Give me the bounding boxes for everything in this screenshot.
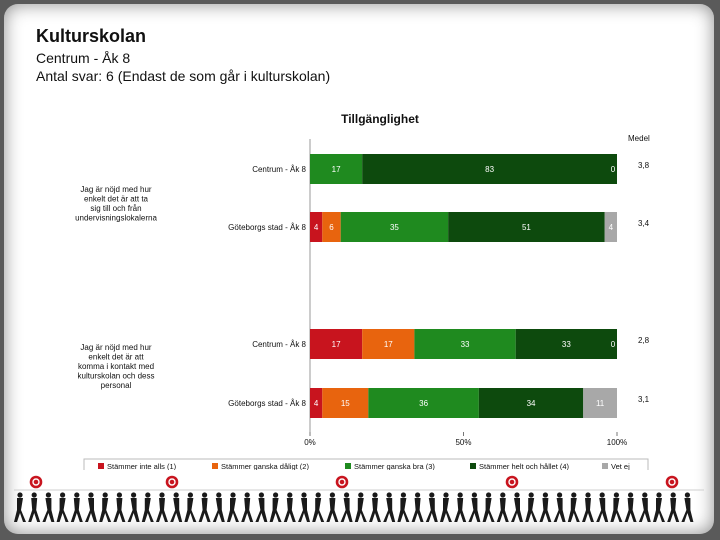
data-label: 4	[609, 223, 614, 232]
response-count: Antal svar: 6 (Endast de som går i kultu…	[36, 68, 331, 84]
data-label: 34	[527, 399, 536, 408]
row-label: Centrum - Åk 8	[252, 165, 306, 174]
page-subtitle: Centrum - Åk 8	[36, 50, 131, 66]
bar-segment	[322, 212, 341, 242]
data-label: 33	[562, 340, 571, 349]
stacked-bar-chart: Tillgänglighet Medel Jag är nöjd med hur…	[75, 112, 650, 470]
row-label: Göteborgs stad - Åk 8	[228, 399, 306, 408]
question-label: Jag är nöjd med hur enkelt det är att ta s…	[75, 185, 157, 223]
legend-swatch	[212, 463, 218, 469]
data-label: 83	[485, 165, 494, 174]
bar-segment	[340, 212, 449, 242]
x-tick-label: 50%	[455, 438, 471, 447]
legend-label: Stämmer helt och hållet (4)	[479, 462, 570, 470]
medel-header: Medel	[628, 134, 650, 143]
data-label: 0	[611, 340, 616, 349]
page-title: Kulturskolan	[36, 26, 147, 46]
bar-segment	[310, 388, 323, 418]
legend-label: Stämmer ganska dåligt (2)	[221, 462, 309, 470]
bar-segment	[310, 212, 323, 242]
data-label: 17	[332, 165, 341, 174]
chart-title: Tillgänglighet	[341, 112, 419, 126]
data-label: 33	[461, 340, 470, 349]
data-label: 36	[419, 399, 428, 408]
bar-segment	[583, 388, 617, 418]
x-tick-label: 0%	[304, 438, 316, 447]
data-label: 15	[341, 399, 350, 408]
bar-segment	[604, 212, 617, 242]
data-label: 6	[329, 223, 334, 232]
data-label: 17	[384, 340, 393, 349]
bar-segment	[362, 329, 415, 359]
bar-segment	[515, 329, 617, 359]
legend-label: Stämmer inte alls (1)	[107, 462, 177, 470]
data-label: 4	[314, 399, 319, 408]
medel-value: 2,8	[638, 336, 650, 345]
slide: Kulturskolan Centrum - Åk 8 Antal svar: …	[4, 4, 714, 534]
legend-swatch	[345, 463, 351, 469]
footer-decoration	[14, 475, 704, 522]
data-label: 4	[314, 223, 319, 232]
data-label: 17	[332, 340, 341, 349]
row-label: Göteborgs stad - Åk 8	[228, 223, 306, 232]
medel-value: 3,8	[638, 161, 650, 170]
legend-swatch	[98, 463, 104, 469]
data-label: 51	[522, 223, 531, 232]
medel-value: 3,1	[638, 395, 650, 404]
bar-segment	[448, 212, 605, 242]
bar-segment	[310, 154, 363, 184]
bar-segment	[368, 388, 479, 418]
bar-segment	[310, 329, 363, 359]
x-tick-label: 100%	[607, 438, 627, 447]
data-label: 11	[596, 399, 605, 408]
data-label: 35	[390, 223, 399, 232]
medel-value: 3,4	[638, 219, 650, 228]
bar-segment	[414, 329, 516, 359]
legend-swatch	[602, 463, 608, 469]
legend-label: Vet ej	[611, 462, 630, 470]
data-label: 0	[611, 165, 616, 174]
row-label: Centrum - Åk 8	[252, 340, 306, 349]
legend-label: Stämmer ganska bra (3)	[354, 462, 435, 470]
bar-segment	[478, 388, 584, 418]
question-label: Jag är nöjd med hur enkelt det är att komm…	[78, 343, 155, 390]
legend-swatch	[470, 463, 476, 469]
legend: Stämmer inte alls (1) Stämmer ganska dåli…	[83, 458, 649, 470]
bar-segment	[362, 154, 617, 184]
bar-segment	[322, 388, 369, 418]
